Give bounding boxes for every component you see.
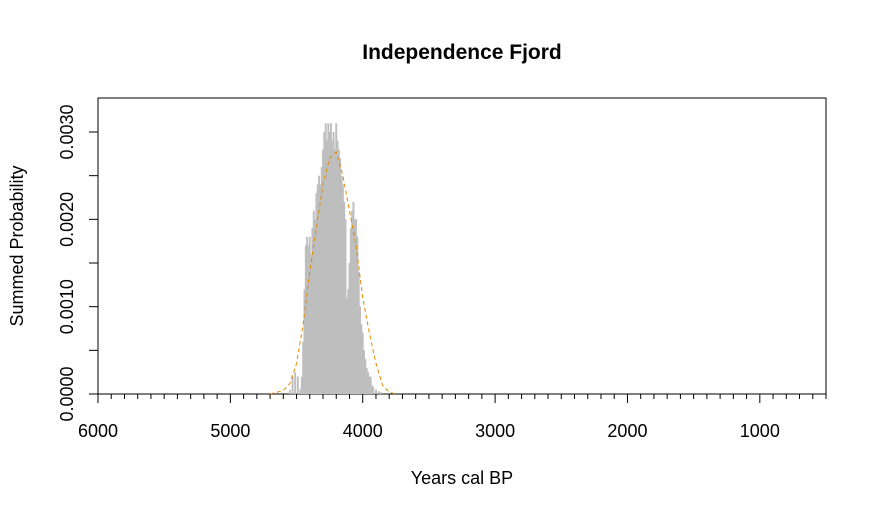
probability-bar <box>299 388 302 394</box>
probability-bar <box>306 236 309 394</box>
y-tick-label: 0.0030 <box>57 104 77 159</box>
probability-bar <box>363 350 366 394</box>
probability-bar <box>315 193 318 394</box>
probability-bar <box>335 123 338 395</box>
probability-bar <box>303 289 306 394</box>
probability-bar <box>339 158 342 394</box>
probability-bar <box>356 236 359 394</box>
probability-bar <box>357 271 360 394</box>
probability-bar <box>308 236 311 394</box>
probability-bar <box>348 263 351 394</box>
probability-bar <box>353 219 356 394</box>
probability-bar <box>344 219 347 394</box>
probability-bar <box>355 219 358 394</box>
probability-bar <box>367 372 369 394</box>
summed-probability-bars <box>288 123 383 395</box>
probability-bar <box>328 132 331 394</box>
probability-bar <box>316 184 319 394</box>
probability-bar <box>304 245 307 394</box>
smoothed-curve <box>269 151 396 395</box>
probability-bar <box>307 245 310 394</box>
x-tick-label: 2000 <box>607 421 647 441</box>
probability-bar <box>368 376 371 394</box>
probability-bar <box>291 376 294 394</box>
probability-bar <box>330 123 332 395</box>
probability-bar <box>288 389 291 394</box>
probability-bar <box>359 306 362 394</box>
probability-bar <box>324 123 327 395</box>
y-tick-label: 0.0000 <box>57 366 77 421</box>
x-tick-label: 5000 <box>210 421 250 441</box>
plot-frame <box>97 97 827 395</box>
x-tick-label: 1000 <box>740 421 780 441</box>
probability-bar <box>312 210 315 394</box>
probability-bar <box>361 332 364 394</box>
probability-bar <box>345 297 348 394</box>
x-axis: 6000 5000 4000 3000 2000 1000 <box>78 394 827 441</box>
probability-bar <box>380 392 383 394</box>
dashed-curve-line <box>269 151 396 395</box>
probability-bar <box>347 289 350 394</box>
probability-bar <box>364 359 367 394</box>
probability-bar <box>375 389 377 394</box>
probability-bar <box>343 201 346 394</box>
probability-bar <box>326 140 328 394</box>
probability-bar <box>296 376 299 394</box>
chart-title: Independence Fjord <box>362 41 562 64</box>
probability-bar <box>341 184 344 394</box>
x-tick-label: 6000 <box>78 421 118 441</box>
probability-bar <box>377 391 380 394</box>
y-tick-label: 0.0020 <box>57 192 77 247</box>
probability-bar <box>318 175 321 394</box>
probability-bar <box>332 132 335 394</box>
x-tick-label: 4000 <box>343 421 383 441</box>
y-tick-label: 0.0010 <box>57 279 77 334</box>
probability-bar <box>371 385 373 394</box>
probability-bar <box>300 376 303 394</box>
probability-bar <box>294 372 297 394</box>
probability-bar <box>351 210 354 394</box>
probability-bar <box>336 140 339 394</box>
x-axis-label: Years cal BP <box>411 468 513 488</box>
probability-bar <box>352 201 355 394</box>
probability-bar <box>349 228 352 394</box>
probability-bar <box>311 228 314 394</box>
y-axis: 0.0000 0.0010 0.0020 0.0030 <box>57 104 98 422</box>
y-axis-label: Summed Probability <box>7 165 27 326</box>
probability-bar <box>322 149 324 394</box>
probability-bar <box>310 254 313 394</box>
probability-bar <box>323 132 326 394</box>
probability-bar <box>320 166 323 394</box>
probability-bar <box>340 175 343 394</box>
probability-bar <box>369 376 372 394</box>
probability-bar <box>372 387 375 394</box>
probability-bar <box>360 324 363 394</box>
probability-bar <box>319 184 322 394</box>
x-tick-label: 3000 <box>475 421 515 441</box>
probability-bar <box>337 149 340 394</box>
probability-bar <box>333 149 336 394</box>
probability-bar <box>365 367 368 394</box>
probability-bar <box>331 140 334 394</box>
probability-bar <box>314 219 317 394</box>
probability-bar <box>302 341 305 394</box>
probability-bar <box>327 123 330 395</box>
